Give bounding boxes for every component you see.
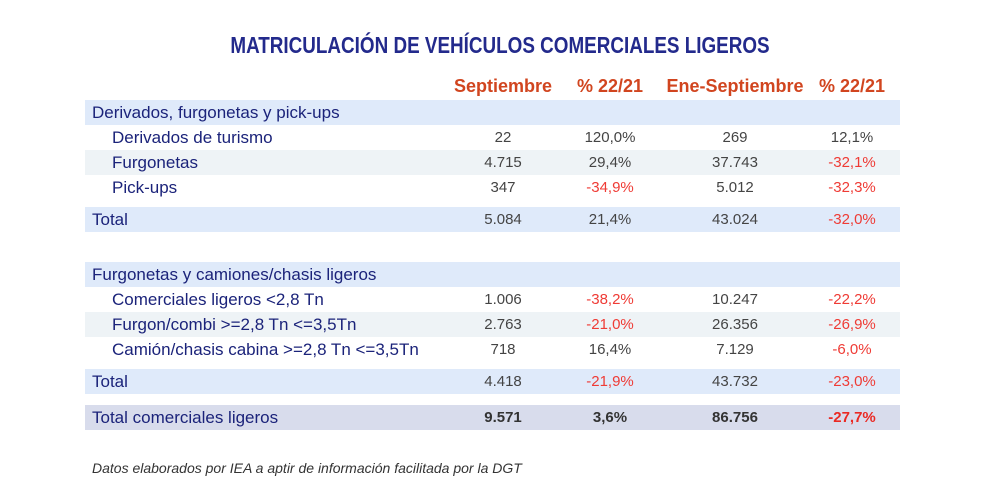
column-header-pct-ytd: % 22/21 <box>818 76 886 96</box>
cell-value: 269 <box>722 129 748 146</box>
cell-value: -38,2% <box>586 291 634 308</box>
cell-value: 26.356 <box>712 316 758 333</box>
row-label: Total comerciales ligeros <box>92 408 279 427</box>
table-row: Derivados de turismo 22 120,0% 269 12,1% <box>85 125 900 150</box>
row-label: Total <box>92 210 128 229</box>
footnote: Datos elaborados por IEA a aptir de info… <box>92 460 522 476</box>
cell-value: -21,9% <box>586 373 634 390</box>
cell-value: -32,3% <box>828 179 876 196</box>
cell-value: 5.012 <box>716 179 754 196</box>
cell-value: 21,4% <box>588 211 632 228</box>
cell-value: -34,9% <box>586 179 634 196</box>
row-label: Derivados de turismo <box>112 128 273 147</box>
cell-value: 5.084 <box>484 211 522 228</box>
cell-value: 9.571 <box>484 409 522 426</box>
row-label: Pick-ups <box>112 178 178 197</box>
cell-value: -32,0% <box>828 211 876 228</box>
row-label: Camión/chasis cabina >=2,8 Tn <=3,5Tn <box>112 340 419 359</box>
cell-value: 3,6% <box>592 409 628 426</box>
table-row: Camión/chasis cabina >=2,8 Tn <=3,5Tn 718… <box>85 337 900 362</box>
table-row: Furgon/combi >=2,8 Tn <=3,5Tn 2.763 -21,0%… <box>85 312 900 337</box>
cell-value: 43.732 <box>712 373 758 390</box>
section-header-row: Furgonetas y camiones/chasis ligeros <box>85 262 900 287</box>
table-row: Comerciales ligeros <2,8 Tn 1.006 -38,2% 10… <box>85 287 900 312</box>
cell-value: 22 <box>494 129 512 146</box>
column-header-pct-month: % 22/21 <box>576 76 644 96</box>
row-label: Total <box>92 372 128 391</box>
row-label: Furgonetas y camiones/chasis ligeros <box>92 265 377 284</box>
cell-value: 16,4% <box>588 341 632 358</box>
section-header-row: Derivados, furgonetas y pick-ups <box>85 100 900 125</box>
total-row: Total 4.418 -21,9% 43.732 -23,0% <box>85 369 900 394</box>
cell-value: -23,0% <box>828 373 876 390</box>
column-header-ene-septiembre: Ene-Septiembre <box>666 76 804 96</box>
cell-value: 718 <box>490 341 516 358</box>
row-label: Derivados, furgonetas y pick-ups <box>92 103 340 122</box>
cell-value: 4.418 <box>484 373 522 390</box>
cell-value: 7.129 <box>716 341 754 358</box>
cell-value: 4.715 <box>484 154 522 171</box>
row-label: Furgonetas <box>112 153 198 172</box>
cell-value: 12,1% <box>830 129 874 146</box>
cell-value: -6,0% <box>832 341 872 358</box>
cell-value: 86.756 <box>712 409 758 426</box>
total-row: Total comerciales ligeros 9.571 3,6% 86.756… <box>85 405 900 430</box>
cell-value: 1.006 <box>484 291 522 308</box>
cell-value: -22,2% <box>828 291 876 308</box>
table-row: Pick-ups 347 -34,9% 5.012 -32,3% <box>85 175 900 200</box>
cell-value: 120,0% <box>584 129 636 146</box>
row-label: Comerciales ligeros <2,8 Tn <box>112 290 324 309</box>
page-title: MATRICULACIÓN DE VEHÍCULOS COMERCIALES L… <box>230 32 770 58</box>
cell-value: -26,9% <box>828 316 876 333</box>
cell-value: 10.247 <box>712 291 758 308</box>
cell-value: 29,4% <box>588 154 632 171</box>
cell-value: -27,7% <box>828 409 876 426</box>
table-row: Furgonetas 4.715 29,4% 37.743 -32,1% <box>85 150 900 175</box>
cell-value: -32,1% <box>828 154 876 171</box>
row-label: Furgon/combi >=2,8 Tn <=3,5Tn <box>112 315 357 334</box>
cell-value: -21,0% <box>586 316 634 333</box>
cell-value: 2.763 <box>484 316 522 333</box>
cell-value: 37.743 <box>712 154 758 171</box>
cell-value: 43.024 <box>712 211 758 228</box>
cell-value: 347 <box>490 179 516 196</box>
column-header-septiembre: Septiembre <box>453 76 553 96</box>
total-row: Total 5.084 21,4% 43.024 -32,0% <box>85 207 900 232</box>
